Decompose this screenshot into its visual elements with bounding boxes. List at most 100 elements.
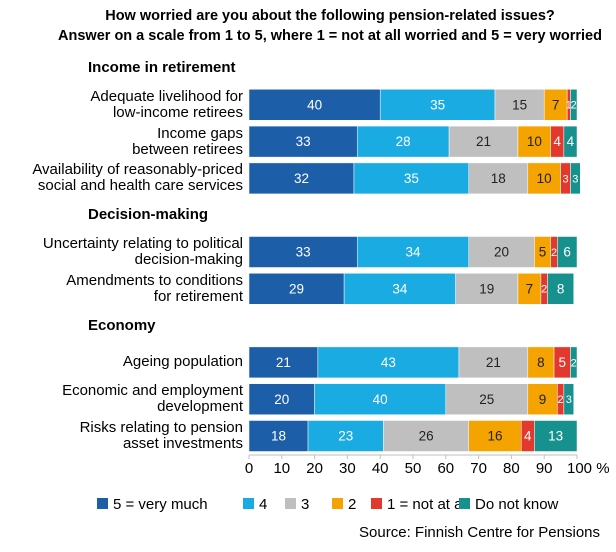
data-label: 28 <box>396 134 411 149</box>
bar-segment <box>563 125 578 158</box>
category-label: Availability of reasonably-priced social… <box>32 161 243 195</box>
legend-label: 1 = not at all <box>387 496 469 513</box>
bar-segment <box>448 125 519 158</box>
bar-segment <box>353 162 470 195</box>
legend-label: 2 <box>348 496 356 513</box>
legend-label: 3 <box>301 496 309 513</box>
data-label: 16 <box>487 429 502 444</box>
bar-segment <box>468 420 522 452</box>
bar-segment <box>458 346 529 379</box>
category-label: Amendments to conditions for retirement <box>66 271 243 305</box>
group-header: Income in retirement <box>88 59 236 76</box>
bar-segment <box>314 383 447 415</box>
bar-segment <box>383 420 470 452</box>
bar-segment <box>570 89 578 121</box>
legend-swatch <box>243 498 254 509</box>
legend-swatch <box>459 498 470 509</box>
data-label: 4 <box>567 134 575 149</box>
data-label: 10 <box>537 171 552 186</box>
bar-segment <box>379 89 496 121</box>
category-label: Income gaps between retirees <box>132 124 243 158</box>
data-label: 34 <box>392 281 408 296</box>
data-label: 2 <box>571 357 577 369</box>
data-label: 40 <box>307 97 322 112</box>
data-label: 7 <box>526 281 534 296</box>
data-label: 3 <box>566 394 572 406</box>
data-label: 2 <box>541 284 547 296</box>
bar-segment <box>343 273 456 305</box>
bar-segment <box>557 236 578 268</box>
legend-swatch <box>371 498 382 509</box>
bar-segment <box>563 383 574 415</box>
bar-segment <box>248 89 381 121</box>
data-label: 8 <box>557 281 565 296</box>
bar-segment <box>570 346 578 379</box>
bar-segment <box>248 383 315 415</box>
category-label: Uncertainty relating to political decisi… <box>42 235 243 268</box>
data-label: 2 <box>571 100 577 112</box>
legend-label: Do not know <box>475 496 559 513</box>
data-label: 3 <box>572 173 578 185</box>
category-label: Risks relating to pension asset investme… <box>79 419 243 452</box>
data-label: 21 <box>276 355 291 370</box>
legend-swatch <box>97 498 108 509</box>
x-tick-label: 90 <box>536 460 553 477</box>
category-label: Ageing population <box>122 353 243 371</box>
group-header: Decision-making <box>88 206 209 224</box>
data-label: 18 <box>271 429 286 444</box>
data-label: 40 <box>373 392 388 407</box>
data-label: 5 <box>558 355 566 370</box>
x-tick-label: 50 <box>405 460 422 477</box>
data-label: 35 <box>404 171 419 186</box>
x-tick-label: 100 % <box>567 460 610 477</box>
x-tick-label: 30 <box>339 460 356 477</box>
bar-segment <box>248 236 358 268</box>
bar-segment <box>517 125 552 158</box>
group-header: Economy <box>88 316 156 334</box>
data-label: 2 <box>551 247 557 259</box>
data-label: 21 <box>476 134 491 149</box>
data-label: 23 <box>338 429 353 444</box>
data-label: 6 <box>563 245 571 260</box>
bar-segment <box>455 273 519 305</box>
data-label: 26 <box>419 429 434 444</box>
x-tick-label: 80 <box>503 460 520 477</box>
legend-swatch <box>285 498 296 509</box>
data-label: 9 <box>539 392 547 407</box>
data-label: 8 <box>537 355 545 370</box>
data-label: 33 <box>296 245 311 260</box>
data-label: 32 <box>294 171 309 186</box>
bar-segment <box>527 383 558 415</box>
data-label: 13 <box>548 429 563 444</box>
data-label: 4 <box>554 134 562 149</box>
bar-segment <box>468 162 529 195</box>
bar-segment <box>534 420 578 452</box>
data-label: 4 <box>524 429 532 444</box>
data-label: 3 <box>562 173 568 185</box>
legend-label: 4 <box>259 496 267 513</box>
bar-segment <box>356 236 470 268</box>
data-label: 5 <box>539 245 547 260</box>
x-tick-label: 40 <box>372 460 389 477</box>
bar-segment <box>527 162 561 195</box>
bar-segment <box>547 273 574 305</box>
data-label: 19 <box>479 281 494 296</box>
bar-segment <box>248 420 309 452</box>
legend-label: 5 = very much <box>113 496 208 513</box>
x-tick-label: 70 <box>470 460 487 477</box>
data-label: 20 <box>274 392 289 407</box>
data-label: 2 <box>558 394 564 406</box>
data-label: 1 <box>566 100 572 112</box>
data-label: 15 <box>512 97 527 112</box>
legend-swatch <box>332 498 343 509</box>
bar-segment <box>468 236 535 268</box>
x-tick-label: 60 <box>437 460 454 477</box>
data-label: 7 <box>552 97 560 112</box>
bar-segment <box>248 346 319 379</box>
data-label: 43 <box>381 355 396 370</box>
data-label: 35 <box>430 97 445 112</box>
chart-subtitle: Answer on a scale from 1 to 5, where 1 =… <box>58 28 602 44</box>
data-label: 21 <box>486 355 501 370</box>
data-label: 34 <box>405 245 421 260</box>
